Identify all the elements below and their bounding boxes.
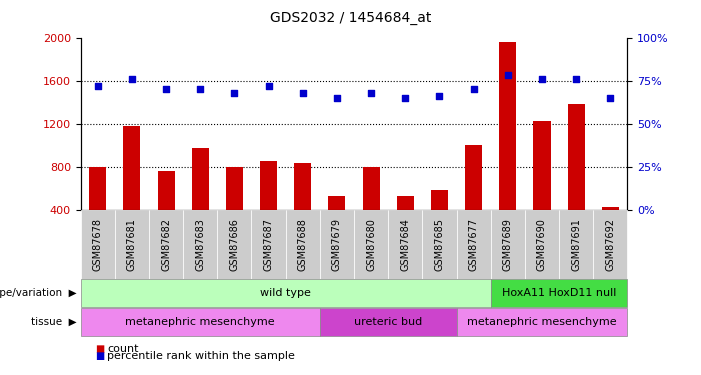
Bar: [260, 162, 277, 210]
Text: GSM87690: GSM87690: [537, 218, 547, 271]
Text: metanephric mesenchyme: metanephric mesenchyme: [125, 317, 275, 327]
Point: [126, 76, 137, 82]
Point: [365, 90, 376, 96]
Point: [536, 76, 547, 82]
Text: GSM87689: GSM87689: [503, 218, 513, 271]
Bar: [123, 126, 140, 210]
Text: GSM87688: GSM87688: [298, 218, 308, 271]
Text: ■: ■: [95, 344, 104, 354]
Bar: [499, 42, 517, 210]
Text: HoxA11 HoxD11 null: HoxA11 HoxD11 null: [502, 288, 616, 298]
Point: [434, 93, 445, 99]
Text: percentile rank within the sample: percentile rank within the sample: [107, 351, 295, 361]
Bar: [328, 196, 346, 210]
Bar: [431, 189, 448, 210]
Text: ureteric bud: ureteric bud: [354, 317, 422, 327]
Text: GSM87679: GSM87679: [332, 218, 342, 271]
Point: [332, 95, 343, 101]
Point: [605, 95, 616, 101]
Text: tissue  ▶: tissue ▶: [32, 317, 77, 327]
Text: ■: ■: [95, 351, 104, 361]
Text: metanephric mesenchyme: metanephric mesenchyme: [467, 317, 617, 327]
Text: GSM87685: GSM87685: [435, 218, 444, 271]
Bar: [226, 167, 243, 210]
Point: [92, 83, 103, 89]
Bar: [533, 120, 550, 210]
Bar: [397, 196, 414, 210]
Text: GSM87691: GSM87691: [571, 218, 581, 271]
Point: [571, 76, 582, 82]
Bar: [158, 171, 175, 210]
Text: GSM87678: GSM87678: [93, 218, 103, 271]
Point: [229, 90, 240, 96]
Text: genotype/variation  ▶: genotype/variation ▶: [0, 288, 77, 298]
Bar: [191, 148, 209, 210]
Bar: [294, 163, 311, 210]
Bar: [465, 146, 482, 210]
Point: [263, 83, 274, 89]
Bar: [601, 207, 619, 210]
Text: GSM87683: GSM87683: [195, 218, 205, 271]
Point: [400, 95, 411, 101]
Point: [502, 72, 513, 78]
Text: GSM87680: GSM87680: [366, 218, 376, 271]
Text: GDS2032 / 1454684_at: GDS2032 / 1454684_at: [270, 11, 431, 25]
Point: [161, 86, 172, 92]
Bar: [362, 167, 380, 210]
Bar: [89, 167, 107, 210]
Text: GSM87684: GSM87684: [400, 218, 410, 271]
Text: GSM87677: GSM87677: [468, 218, 479, 271]
Text: GSM87686: GSM87686: [229, 218, 240, 271]
Bar: [568, 104, 585, 210]
Text: GSM87692: GSM87692: [605, 218, 615, 271]
Point: [468, 86, 479, 92]
Text: GSM87681: GSM87681: [127, 218, 137, 271]
Text: GSM87687: GSM87687: [264, 218, 273, 271]
Text: GSM87682: GSM87682: [161, 218, 171, 271]
Text: wild type: wild type: [260, 288, 311, 298]
Point: [195, 86, 206, 92]
Point: [297, 90, 308, 96]
Text: count: count: [107, 344, 139, 354]
